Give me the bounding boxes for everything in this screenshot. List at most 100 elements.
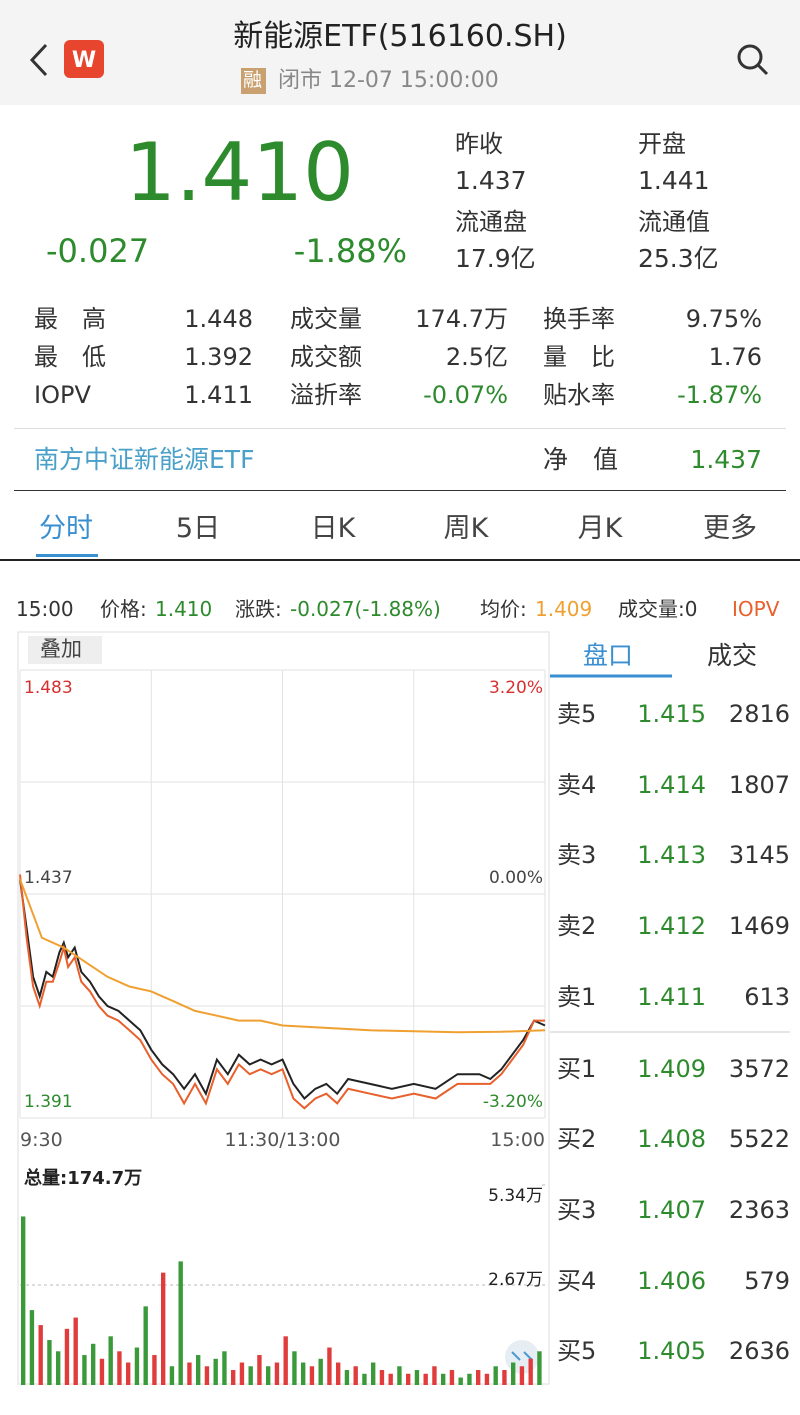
book-label: 卖2 bbox=[557, 912, 597, 941]
detail-label: 成交量 bbox=[290, 305, 362, 333]
y2-tick-label: 0.00% bbox=[489, 868, 543, 888]
back-icon[interactable] bbox=[29, 43, 48, 77]
volume-bar bbox=[187, 1362, 192, 1385]
volume-bar bbox=[362, 1373, 367, 1385]
volume-bar bbox=[292, 1351, 297, 1385]
volume-bar bbox=[467, 1373, 472, 1385]
volume-bar bbox=[108, 1336, 113, 1385]
volume-bar bbox=[169, 1366, 175, 1385]
detail-label: IOPV bbox=[34, 381, 91, 409]
info-avg: 1.409 bbox=[535, 597, 593, 621]
detail-label: 换手率 bbox=[543, 305, 615, 333]
book-volume: 1807 bbox=[728, 770, 790, 799]
info-time: 15:00 bbox=[16, 597, 74, 621]
detail-value: -0.07% bbox=[423, 381, 508, 409]
x-tick-label: 9:30 bbox=[20, 1129, 63, 1151]
search-icon[interactable] bbox=[737, 44, 763, 70]
price-line bbox=[19, 874, 545, 1110]
info-change: -0.027(-1.88%) bbox=[290, 597, 441, 621]
volume-bar bbox=[29, 1310, 35, 1385]
volume-bar bbox=[99, 1358, 105, 1385]
volume-bar bbox=[336, 1362, 341, 1385]
volume-bar bbox=[222, 1351, 227, 1385]
badge-bg bbox=[241, 68, 266, 94]
tab[interactable]: 周K bbox=[443, 513, 489, 544]
volume-bar bbox=[476, 1370, 481, 1385]
title: 新能源ETF(516160.SH) bbox=[233, 19, 567, 54]
book-price: 1.415 bbox=[637, 700, 706, 728]
book-label: 买3 bbox=[557, 1195, 597, 1224]
volume-bar bbox=[537, 1351, 542, 1385]
volume-bar bbox=[406, 1373, 411, 1385]
volume-bar bbox=[511, 1362, 516, 1385]
volume-bar bbox=[213, 1358, 218, 1385]
book-price: 1.412 bbox=[637, 912, 706, 941]
book-volume: 5522 bbox=[728, 1125, 790, 1154]
volume-bar bbox=[283, 1336, 288, 1385]
fund-name[interactable]: 南方中证新能源ETF bbox=[34, 445, 255, 474]
y2-tick-label: -3.20% bbox=[483, 1092, 543, 1112]
y2-tick-label: 3.20% bbox=[489, 678, 543, 698]
y-tick-label: 1.483 bbox=[24, 678, 73, 698]
volume-bar bbox=[397, 1366, 402, 1385]
book-price: 1.414 bbox=[637, 770, 706, 799]
volume-bar bbox=[178, 1261, 183, 1385]
app-logo-letter: W bbox=[72, 48, 96, 73]
stat-label: 开盘 bbox=[638, 130, 686, 158]
volume-bar bbox=[371, 1362, 376, 1385]
chart-title: 总量:174.7万 bbox=[24, 1167, 142, 1189]
detail-label: 最 高 bbox=[34, 305, 106, 333]
volume-bar bbox=[353, 1366, 358, 1385]
volume-bar bbox=[73, 1317, 78, 1385]
volume-bar bbox=[56, 1351, 61, 1385]
volume-bar bbox=[231, 1370, 236, 1385]
volume-bar bbox=[47, 1340, 52, 1385]
volume-bar bbox=[266, 1366, 271, 1385]
tab[interactable]: 分时 bbox=[39, 513, 93, 544]
tab[interactable]: 月K bbox=[577, 513, 623, 544]
detail-value: 2.5亿 bbox=[445, 343, 508, 371]
book-label: 买4 bbox=[557, 1266, 597, 1295]
y-tick-label: 1.437 bbox=[24, 868, 73, 888]
detail-value: 1.392 bbox=[184, 343, 253, 371]
volume-bar bbox=[528, 1358, 533, 1385]
book-volume: 2816 bbox=[728, 700, 790, 728]
volume-bar bbox=[423, 1373, 428, 1385]
volume-bar bbox=[318, 1358, 323, 1385]
volume-bar bbox=[143, 1306, 148, 1385]
expand-icon[interactable] bbox=[505, 1340, 539, 1374]
volume-bar bbox=[458, 1377, 463, 1385]
volume-bar bbox=[204, 1366, 210, 1385]
stat-label: 昨收 bbox=[455, 130, 503, 158]
info-label: 涨跌: bbox=[235, 597, 282, 621]
expand-arrows bbox=[511, 1351, 533, 1361]
book-label: 卖1 bbox=[557, 982, 597, 1011]
tab[interactable]: 更多 bbox=[703, 513, 757, 544]
volume-bar bbox=[309, 1366, 315, 1385]
overlay-button[interactable]: 叠加 bbox=[40, 637, 82, 661]
stat-label: 流通盘 bbox=[455, 208, 527, 236]
detail-value: -1.87% bbox=[677, 381, 762, 409]
volume-bar bbox=[344, 1370, 350, 1385]
book-tab[interactable]: 成交 bbox=[707, 641, 758, 670]
tab[interactable]: 5日 bbox=[175, 513, 221, 544]
info-price: 1.410 bbox=[155, 597, 213, 621]
volume-bar bbox=[484, 1373, 490, 1385]
book-label: 卖3 bbox=[557, 841, 597, 870]
tab[interactable]: 日K bbox=[310, 513, 356, 544]
book-tab[interactable]: 盘口 bbox=[583, 641, 634, 670]
info-label: 均价: bbox=[480, 597, 527, 621]
volume-bar bbox=[161, 1272, 166, 1385]
volume-bar bbox=[126, 1362, 131, 1385]
volume-bar bbox=[449, 1370, 455, 1385]
detail-value: 9.75% bbox=[685, 305, 762, 333]
divider bbox=[0, 559, 800, 561]
book-volume: 2363 bbox=[728, 1195, 790, 1224]
volume-bar bbox=[257, 1355, 262, 1385]
detail-value: 1.448 bbox=[184, 305, 253, 333]
header-icons: W bbox=[29, 40, 769, 94]
volume-bar bbox=[64, 1328, 70, 1385]
volume-bar bbox=[432, 1366, 437, 1385]
book-label: 买2 bbox=[557, 1125, 597, 1154]
last-price: 1.410 bbox=[125, 126, 355, 219]
